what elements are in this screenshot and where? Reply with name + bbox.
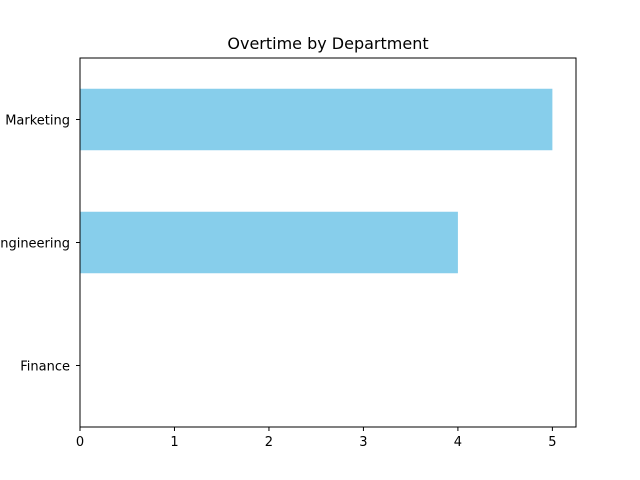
bars-layer [80, 88, 553, 274]
y-tick-label: Engineering [0, 237, 70, 252]
x-tick-label: 5 [548, 435, 556, 450]
bar-marketing [80, 88, 553, 151]
y-axis: Finance Engineering Marketing [0, 114, 80, 375]
x-tick-label: 1 [170, 435, 178, 450]
x-tick-label: 4 [454, 435, 462, 450]
y-tick-label: Marketing [5, 114, 70, 129]
chart-title: Overtime by Department [227, 34, 428, 53]
x-tick-label: 0 [76, 435, 84, 450]
x-axis: 0 1 2 3 4 5 [76, 427, 557, 450]
x-tick-label: 2 [265, 435, 273, 450]
x-tick-label: 3 [359, 435, 367, 450]
bar-engineering [80, 211, 458, 274]
y-tick-label: Finance [20, 360, 70, 375]
